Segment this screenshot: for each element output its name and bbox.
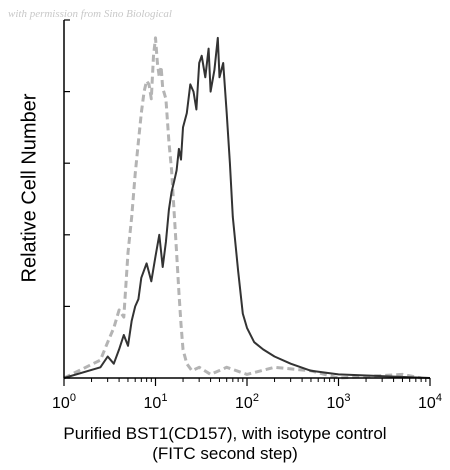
- x-axis-label-line1: Purified BST1(CD157), with isotype contr…: [63, 424, 387, 443]
- x-tick-label: 103: [327, 392, 351, 412]
- plot-area: 100 101 102 103 104: [52, 19, 442, 412]
- x-tick-label: 101: [144, 392, 168, 412]
- series-line-1: [63, 36, 422, 380]
- x-tick-label: 100: [52, 392, 76, 412]
- x-axis-label-line2: (FITC second step): [152, 444, 298, 463]
- x-tick-label: 102: [235, 392, 259, 412]
- watermark: with permission from Sino Biological: [8, 8, 172, 20]
- y-axis-label: Relative Cell Number: [18, 93, 41, 283]
- series-line-2: [63, 36, 431, 379]
- x-tick-label: 104: [418, 392, 442, 412]
